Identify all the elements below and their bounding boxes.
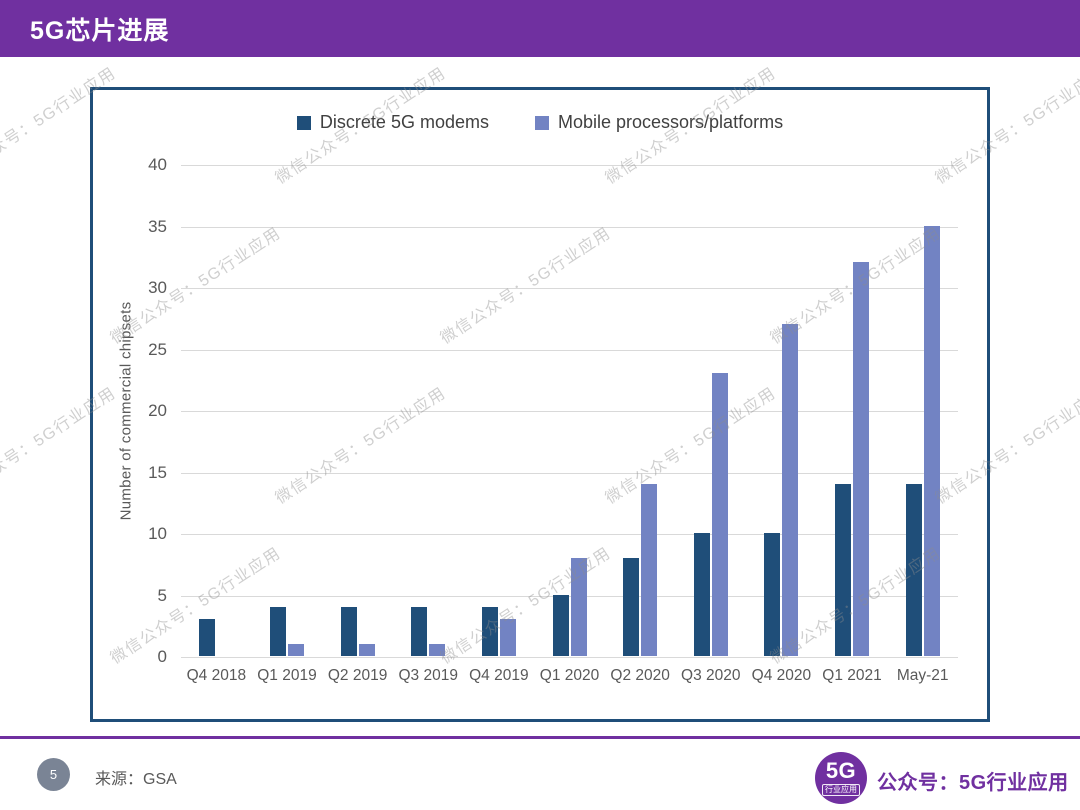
bar-processors-Q4-2020 bbox=[782, 323, 799, 656]
y-tick-label-20: 20 bbox=[148, 401, 167, 420]
bar-modems-Q2-2020 bbox=[623, 557, 640, 656]
bar-modems-Q2-2019 bbox=[340, 606, 357, 656]
gridline-10 bbox=[181, 534, 958, 535]
bar-processors-Q4-2019 bbox=[499, 619, 516, 656]
gridline-20 bbox=[181, 411, 958, 412]
footer-divider bbox=[0, 736, 1080, 739]
x-tick-label-Q3-2020: Q3 2020 bbox=[681, 667, 741, 684]
bar-modems-Q1-2021 bbox=[835, 483, 852, 656]
bar-processors-Q1-2021 bbox=[853, 262, 870, 656]
x-tick-label-May-21: May-21 bbox=[896, 667, 949, 684]
gridline-40 bbox=[181, 165, 958, 166]
gridline-35 bbox=[181, 226, 958, 228]
y-tick-label-10: 10 bbox=[148, 524, 167, 543]
bar-modems-Q3-2019 bbox=[411, 606, 428, 656]
legend-swatch-light bbox=[534, 115, 549, 130]
x-tick-label-Q4-2018: Q4 2018 bbox=[186, 667, 247, 684]
x-tick-label-Q3-2019: Q3 2019 bbox=[398, 667, 458, 684]
y-tick-label-40: 40 bbox=[148, 155, 167, 174]
gridline-30 bbox=[181, 288, 958, 289]
5g-logo-main: 5G bbox=[825, 758, 857, 783]
y-tick-label-0: 0 bbox=[157, 647, 167, 666]
y-tick-label-25: 25 bbox=[148, 339, 167, 359]
legend-label: Mobile processors/platforms bbox=[557, 112, 784, 132]
y-tick-label-5: 5 bbox=[157, 585, 167, 605]
x-tick-label-Q1-2020: Q1 2020 bbox=[539, 667, 600, 684]
bar-modems-Q3-2020 bbox=[693, 533, 710, 656]
x-tick-label-Q4-2020: Q4 2020 bbox=[751, 667, 812, 684]
header-bar: 5G芯片进展 bbox=[0, 0, 1080, 57]
bar-modems-Q1-2019 bbox=[269, 606, 286, 656]
bar-modems-Q4-2020 bbox=[764, 533, 781, 656]
bar-processors-Q1-2020 bbox=[570, 557, 587, 656]
x-tick-label-Q2-2019: Q2 2019 bbox=[327, 667, 388, 684]
gridline-15 bbox=[181, 472, 958, 474]
legend-swatch-dark bbox=[296, 115, 311, 130]
bar-modems-Q1-2020 bbox=[552, 594, 569, 656]
page-title: 5G芯片进展 bbox=[30, 16, 170, 45]
legend-item-mobile-processors: Mobile processors/platforms bbox=[534, 112, 784, 133]
bar-modems-May-21 bbox=[905, 483, 922, 656]
legend-item-discrete-modems: Discrete 5G modems bbox=[296, 112, 489, 133]
bar-modems-Q4-2018 bbox=[199, 619, 216, 656]
bar-processors-Q3-2020 bbox=[711, 373, 728, 656]
x-tick-label-Q1-2021: Q1 2021 bbox=[822, 667, 882, 684]
x-tick-label-Q4-2019: Q4 2019 bbox=[469, 667, 529, 684]
x-tick-label-Q2-2020: Q2 2020 bbox=[610, 667, 670, 684]
gridline-0 bbox=[181, 657, 958, 658]
gridline-5 bbox=[181, 595, 958, 597]
plot-area: Number of commercial chipsets 0 5 10 15 20 25… bbox=[118, 155, 958, 684]
chart-legend: Discrete 5G modems Mobile processors/pla… bbox=[93, 112, 987, 133]
y-tick-label-30: 30 bbox=[148, 278, 167, 297]
source-label: 来源：GSA bbox=[95, 771, 177, 788]
gridline-25 bbox=[181, 349, 958, 351]
bar-processors-Q2-2019 bbox=[358, 643, 375, 656]
bar-modems-Q4-2019 bbox=[481, 606, 498, 656]
y-tick-label-15: 15 bbox=[148, 462, 167, 482]
5g-logo: 5G 行业应用 bbox=[815, 752, 867, 804]
5g-logo-sub: 行业应用 bbox=[822, 784, 860, 796]
legend-label: Discrete 5G modems bbox=[319, 112, 489, 132]
page-number-badge: 5 bbox=[37, 758, 70, 791]
bar-processors-Q1-2019 bbox=[287, 643, 304, 656]
bar-processors-Q3-2019 bbox=[429, 643, 446, 656]
bar-processors-May-21 bbox=[923, 225, 940, 656]
account-label: 公众号：5G行业应用 bbox=[877, 772, 1069, 794]
chart-frame: Discrete 5G modems Mobile processors/pla… bbox=[90, 87, 990, 722]
x-tick-label-Q1-2019: Q1 2019 bbox=[257, 667, 317, 684]
bar-processors-Q2-2020 bbox=[641, 483, 658, 656]
y-tick-label-35: 35 bbox=[148, 216, 167, 236]
